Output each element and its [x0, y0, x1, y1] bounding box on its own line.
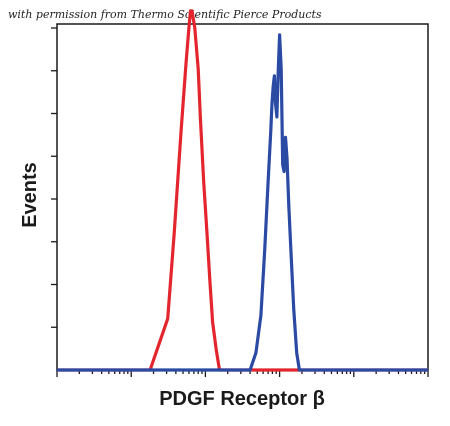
series-line-1	[57, 9, 428, 372]
credit-text: with permission from Thermo Scientific P…	[8, 8, 322, 21]
series-group	[57, 9, 428, 372]
x-axis-label: PDGF Receptor β	[159, 388, 325, 410]
axes	[51, 23, 429, 377]
series-line-2	[57, 33, 428, 372]
plot-frame	[56, 23, 429, 371]
y-axis-label: Events	[19, 162, 41, 228]
